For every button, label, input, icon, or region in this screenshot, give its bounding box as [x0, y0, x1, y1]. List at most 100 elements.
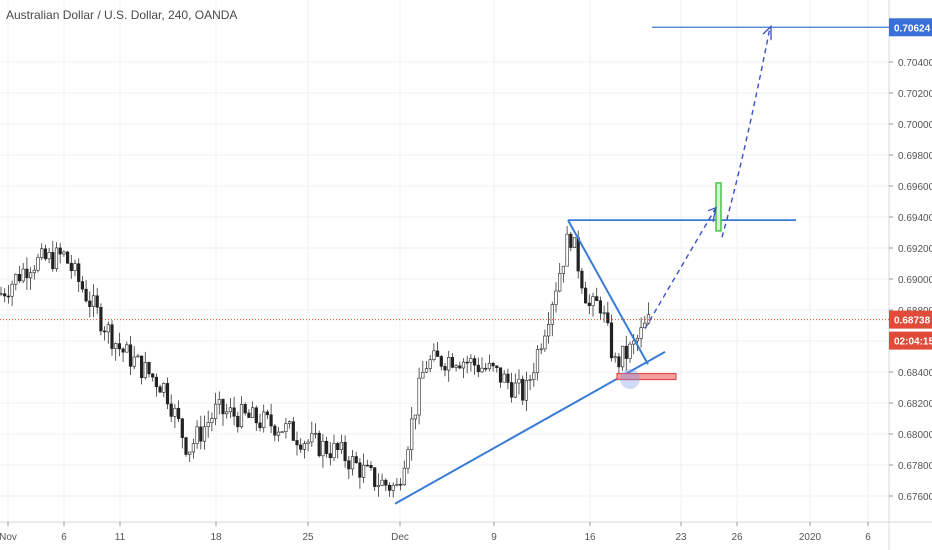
time-tick-label: 6 — [61, 532, 67, 543]
time-tick-label: 18 — [210, 532, 222, 543]
candle-body — [265, 411, 270, 416]
candle-body — [443, 366, 447, 371]
demand-zone-box[interactable] — [616, 372, 677, 381]
candle-body — [569, 233, 573, 248]
candle-body — [40, 248, 44, 258]
candle-body — [576, 237, 580, 272]
candle-body — [54, 247, 59, 270]
candle-body — [258, 422, 262, 429]
candle-body — [495, 365, 499, 369]
candle-body — [635, 338, 639, 342]
candle-body — [406, 449, 410, 469]
last-price-badge — [889, 310, 932, 329]
price-tick-label: 0.70000 — [898, 120, 932, 131]
candle-body — [140, 355, 144, 379]
candle-body — [376, 485, 381, 487]
candle-body — [543, 335, 547, 350]
candle-body — [413, 414, 418, 420]
candle-body — [247, 412, 251, 418]
candle-body — [254, 407, 258, 424]
time-tick-label: Dec — [391, 532, 409, 543]
candle-body — [14, 273, 18, 285]
candle-body — [532, 372, 536, 380]
candle-body — [384, 479, 388, 486]
candle-body — [484, 367, 488, 370]
descending-trendline[interactable] — [567, 219, 649, 365]
candle-body — [262, 411, 266, 429]
candle-body — [273, 425, 277, 436]
candle-body — [583, 287, 588, 304]
time-tick-label: 9 — [491, 532, 497, 543]
candle-body — [269, 414, 273, 427]
candle-body — [225, 411, 229, 415]
chart-title: Australian Dollar / U.S. Dollar, 240, OA… — [6, 8, 238, 22]
candle-body — [77, 263, 81, 282]
candle-body — [354, 456, 358, 464]
candle-body — [587, 302, 591, 307]
candle-body — [565, 233, 569, 267]
candle-body — [206, 422, 210, 427]
candle-body — [80, 281, 84, 290]
candle-body — [332, 443, 336, 459]
candle-body — [17, 273, 22, 282]
candle-body — [158, 386, 162, 393]
candle-body — [387, 484, 392, 491]
candle-body — [184, 437, 188, 455]
candle-body — [476, 364, 480, 373]
candle-body — [110, 324, 114, 349]
candle-body — [191, 443, 196, 453]
candle-body — [350, 456, 355, 470]
candle-body — [461, 361, 466, 369]
candle-body — [295, 440, 299, 446]
candle-body — [358, 462, 362, 478]
candle-body — [217, 399, 221, 405]
candle-body — [136, 355, 140, 358]
candle-body — [609, 322, 614, 359]
candle-body — [239, 404, 244, 428]
last-price-badge-text: 0.68738 — [894, 316, 931, 327]
projection-path[interactable] — [644, 27, 771, 329]
candle-body — [291, 421, 295, 441]
candle-body — [91, 295, 96, 307]
candle-body — [465, 361, 469, 364]
candle-body — [328, 453, 332, 459]
candle-body — [509, 382, 514, 398]
candle-body — [447, 357, 451, 371]
breakout-box[interactable] — [715, 182, 722, 232]
candle-body — [202, 426, 207, 442]
candle-body — [369, 465, 373, 468]
candle-body — [32, 269, 36, 274]
candle-body — [210, 418, 214, 423]
candle-body — [343, 441, 347, 462]
candle-body — [524, 379, 528, 401]
candle-body — [539, 348, 543, 351]
candle-body — [251, 407, 255, 418]
candle-body — [365, 464, 369, 467]
price-tick-label: 0.69400 — [898, 213, 932, 224]
candle-body — [546, 324, 551, 337]
candle-body — [602, 312, 606, 315]
candle-body — [6, 295, 10, 298]
highlight-circle — [620, 368, 640, 389]
candle-body — [402, 467, 406, 486]
candle-body — [380, 479, 384, 486]
candle-body — [10, 283, 14, 297]
countdown-badge — [889, 331, 932, 350]
candle-body — [280, 431, 284, 433]
candle-body — [428, 359, 432, 369]
time-tick-label: 11 — [115, 532, 126, 543]
candle-body — [454, 365, 458, 368]
candle-body — [58, 247, 62, 255]
target-price-badge-text: 0.70624 — [894, 23, 931, 34]
candle-body — [480, 367, 484, 373]
candle-body — [410, 418, 414, 451]
arrow-head-1 — [707, 206, 717, 222]
candle-body — [154, 376, 159, 388]
candle-body — [521, 378, 525, 401]
candle-body — [199, 426, 203, 442]
candle-body — [435, 350, 440, 357]
countdown-badge-text: 02:04:15 — [894, 337, 932, 348]
candle-body — [47, 252, 51, 260]
